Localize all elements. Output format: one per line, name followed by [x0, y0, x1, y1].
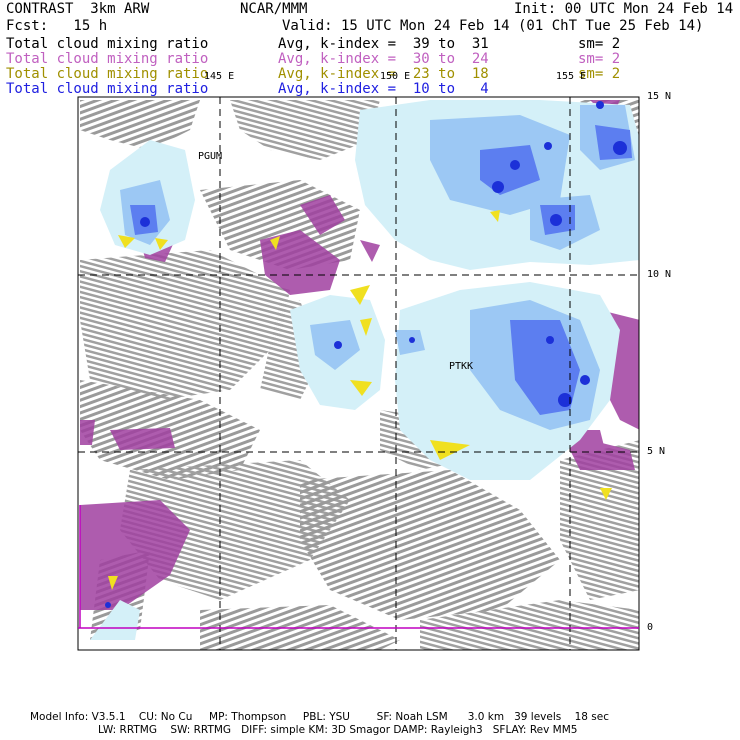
station-ptkk: PTKK: [449, 361, 474, 372]
field-name-1: Total cloud mixing ratio: [6, 36, 209, 52]
init-time: Init: 00 UTC Mon 24 Feb 14: [514, 1, 734, 17]
field-avg-4: Avg, k-index = 10 to 4: [278, 81, 489, 97]
center-label: NCAR/MMM: [240, 1, 308, 17]
field-avg-2: Avg, k-index = 30 to 24: [278, 51, 489, 67]
graticule: [78, 97, 639, 650]
station-pgum: PGUM: [198, 151, 223, 162]
valid-time: Valid: 15 UTC Mon 24 Feb 14 (01 ChT Tue …: [282, 18, 704, 34]
field-name-4: Total cloud mixing ratio: [6, 81, 209, 97]
field-sm-2: sm= 2: [578, 51, 621, 67]
field-sm-3: sm= 2: [578, 66, 621, 82]
forecast-hour: Fcst: 15 h: [6, 18, 108, 34]
field-name-2: Total cloud mixing ratio: [6, 51, 209, 67]
convective-field: [108, 210, 612, 590]
field-avg-3: Avg, k-index = 23 to 18: [278, 66, 489, 82]
model-info-line-2: LW: RRTMG SW: RRTMG DIFF: simple KM: 3D …: [98, 724, 578, 736]
upper-cloud-field: [90, 100, 639, 640]
lat-label-5n: 5 N: [647, 446, 666, 457]
lat-label-10n: 10 N: [647, 269, 672, 280]
lon-label-145: 145 E: [204, 71, 235, 82]
field-name-3: Total cloud mixing ratio: [6, 66, 209, 82]
map-frame: [77, 96, 640, 651]
lat-label-0: 0: [647, 622, 654, 633]
lon-label-155: 155 E: [556, 71, 587, 82]
field-avg-1: Avg, k-index = 39 to 31: [278, 36, 489, 52]
model-title: CONTRAST 3km ARW: [6, 1, 150, 17]
field-sm-1: sm= 2: [578, 36, 621, 52]
lon-label-150: 150 E: [380, 71, 411, 82]
model-info-line-1: Model Info: V3.5.1 CU: No Cu MP: Thompso…: [30, 711, 609, 723]
lat-label-15n: 15 N: [647, 91, 672, 102]
